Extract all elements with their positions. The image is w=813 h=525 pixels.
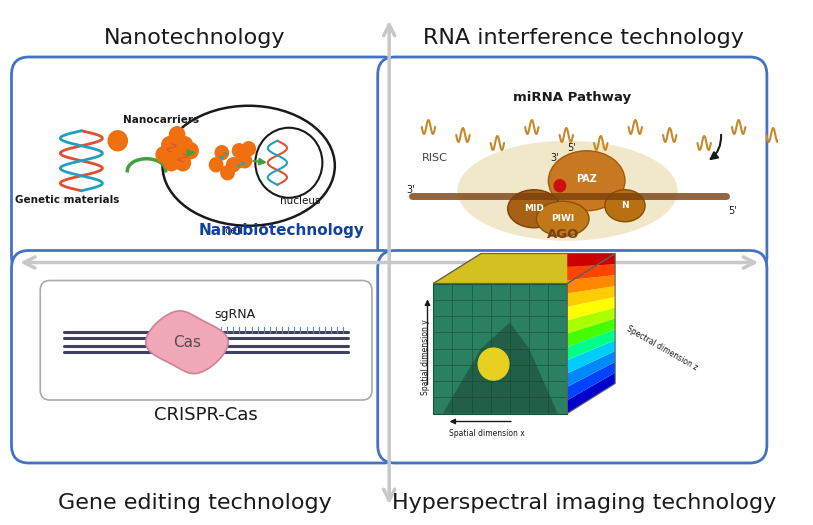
Text: RISC: RISC bbox=[422, 153, 448, 163]
Polygon shape bbox=[433, 254, 615, 284]
Circle shape bbox=[215, 146, 228, 160]
Polygon shape bbox=[567, 362, 615, 400]
Text: cell: cell bbox=[224, 226, 244, 236]
Polygon shape bbox=[567, 308, 615, 333]
FancyBboxPatch shape bbox=[40, 280, 372, 400]
Text: nucleus: nucleus bbox=[280, 196, 320, 206]
FancyBboxPatch shape bbox=[11, 57, 401, 275]
Text: Spectral dimension z: Spectral dimension z bbox=[624, 324, 699, 373]
Polygon shape bbox=[433, 284, 567, 414]
Text: Spatial dimension y: Spatial dimension y bbox=[421, 319, 430, 395]
Polygon shape bbox=[567, 297, 615, 320]
FancyBboxPatch shape bbox=[11, 250, 401, 463]
Text: PIWI: PIWI bbox=[551, 214, 574, 223]
Circle shape bbox=[554, 180, 566, 192]
Polygon shape bbox=[567, 340, 615, 373]
Text: MID: MID bbox=[524, 204, 544, 213]
Circle shape bbox=[183, 143, 198, 159]
Text: RNA interference technology: RNA interference technology bbox=[424, 28, 744, 48]
Text: N: N bbox=[621, 201, 628, 210]
Circle shape bbox=[156, 147, 172, 163]
Circle shape bbox=[169, 147, 185, 163]
Circle shape bbox=[221, 166, 234, 180]
Polygon shape bbox=[567, 319, 615, 347]
Ellipse shape bbox=[458, 141, 677, 241]
Text: sgRNA: sgRNA bbox=[215, 308, 255, 321]
Circle shape bbox=[478, 348, 509, 380]
Text: Gene editing technology: Gene editing technology bbox=[58, 493, 332, 513]
Text: CRISPR-Cas: CRISPR-Cas bbox=[154, 406, 258, 424]
Polygon shape bbox=[443, 322, 558, 414]
Text: Nanobiotechnology: Nanobiotechnology bbox=[198, 224, 364, 238]
Polygon shape bbox=[146, 311, 228, 374]
Text: 3': 3' bbox=[406, 185, 415, 195]
Text: Nanocarriers: Nanocarriers bbox=[123, 115, 198, 125]
Ellipse shape bbox=[605, 190, 645, 222]
Circle shape bbox=[163, 155, 179, 171]
Polygon shape bbox=[567, 351, 615, 387]
Circle shape bbox=[108, 131, 128, 151]
Circle shape bbox=[169, 127, 185, 143]
Ellipse shape bbox=[537, 201, 589, 236]
Text: PAZ: PAZ bbox=[576, 174, 597, 184]
Circle shape bbox=[177, 136, 193, 153]
Polygon shape bbox=[567, 254, 615, 267]
Text: 5': 5' bbox=[567, 143, 576, 153]
FancyBboxPatch shape bbox=[378, 57, 767, 275]
Polygon shape bbox=[567, 373, 615, 414]
FancyBboxPatch shape bbox=[378, 250, 767, 463]
Text: Spatial dimension x: Spatial dimension x bbox=[449, 429, 524, 438]
Text: Hyperspectral imaging technology: Hyperspectral imaging technology bbox=[392, 493, 776, 513]
Polygon shape bbox=[567, 329, 615, 360]
Text: miRNA Pathway: miRNA Pathway bbox=[513, 91, 632, 104]
Polygon shape bbox=[567, 286, 615, 307]
Text: Cas: Cas bbox=[173, 335, 201, 350]
Ellipse shape bbox=[507, 190, 560, 228]
Circle shape bbox=[233, 144, 246, 158]
Text: Nanotechnology: Nanotechnology bbox=[104, 28, 285, 48]
Ellipse shape bbox=[549, 151, 625, 211]
Polygon shape bbox=[567, 275, 615, 293]
Circle shape bbox=[227, 158, 240, 172]
Polygon shape bbox=[567, 264, 615, 280]
Text: 3': 3' bbox=[550, 153, 559, 163]
Text: 5': 5' bbox=[728, 206, 737, 216]
Text: Genetic materials: Genetic materials bbox=[15, 195, 120, 205]
Text: AGO: AGO bbox=[546, 228, 579, 242]
Circle shape bbox=[242, 142, 255, 156]
Circle shape bbox=[238, 154, 251, 168]
Circle shape bbox=[162, 136, 177, 153]
Circle shape bbox=[210, 158, 223, 172]
Circle shape bbox=[176, 155, 190, 171]
